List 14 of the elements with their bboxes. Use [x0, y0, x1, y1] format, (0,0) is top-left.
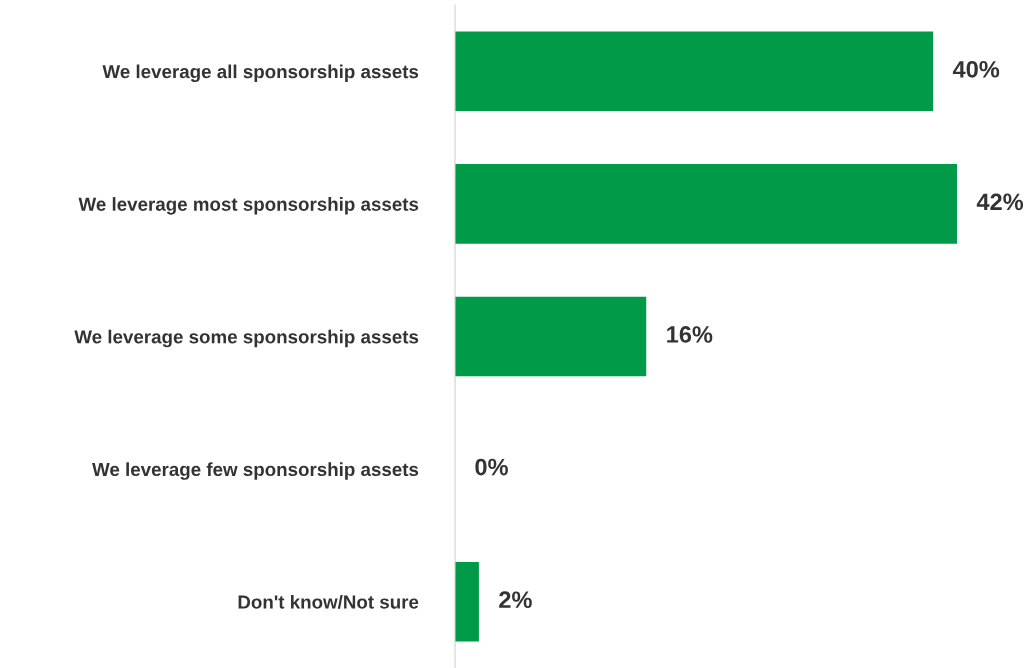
y-tick-label: We leverage few sponsorship assets — [92, 462, 419, 480]
y-tick-label: We leverage some sponsorship assets — [74, 329, 419, 348]
data-label: 2% — [499, 591, 532, 608]
data-label: 0% — [475, 458, 508, 476]
y-tick-label: We leverage all sponsorship assets — [102, 64, 419, 83]
bar — [455, 164, 957, 244]
y-tick-label: We leverage most sponsorship assets — [78, 197, 419, 215]
y-tick-label: Don't know/Not sure — [238, 594, 419, 609]
data-label: 16% — [667, 326, 713, 343]
data-label: 40% — [952, 60, 1000, 78]
data-label: 42% — [976, 193, 1024, 211]
bar — [455, 561, 479, 642]
bar — [455, 296, 647, 377]
bar — [455, 31, 934, 112]
